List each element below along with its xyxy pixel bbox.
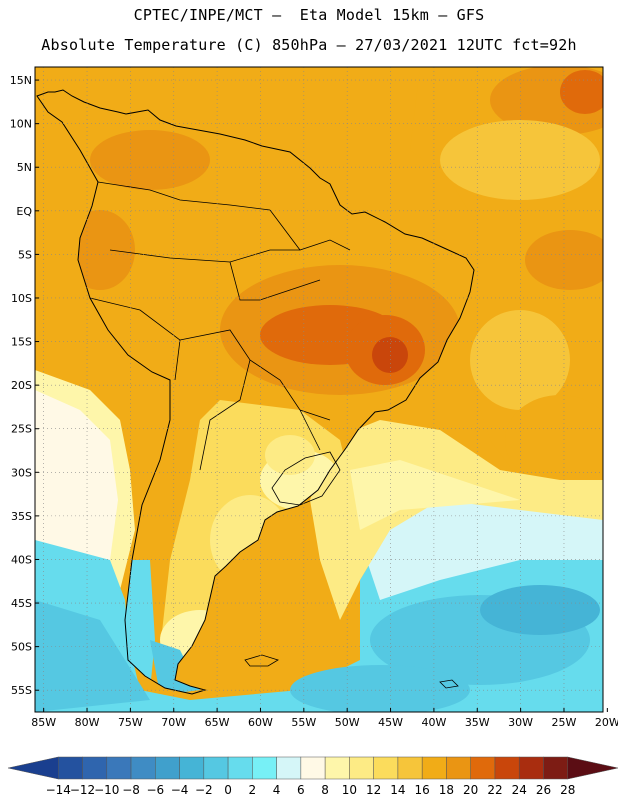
colorbar-segment [82,756,108,780]
colorbar-tick-label: 12 [366,783,381,797]
colorbar-tick-label: −4 [171,783,189,797]
lat-tick-label: 10N [10,118,32,131]
colorbar-segment [518,756,544,780]
lat-tick-label: 50S [11,641,32,654]
map-frame [34,66,604,713]
lon-tick-label: 55W [291,716,316,729]
lat-tick-label: 15N [10,74,32,87]
colorbar-segment [421,756,447,780]
lat-tick-label: 40S [11,553,32,566]
lon-tick-label: 20W [595,716,618,729]
colorbar-segment [106,756,132,780]
graticule-lines [35,67,603,712]
lon-tick-label: 25W [552,716,577,729]
colorbar-tick-label: 8 [321,783,329,797]
colorbar-segment [7,756,59,780]
colorbar-tick-label: −12 [70,783,95,797]
colorbar-segment [446,756,471,780]
colorbar-segment [203,756,229,780]
lat-tick-label: 15S [11,336,32,349]
lon-tick-label: 60W [248,716,273,729]
colorbar-tick-label: −14 [46,783,71,797]
colorbar-segment [494,756,520,780]
map-title-line2: Absolute Temperature (C) 850hPa – 27/03/… [41,36,577,54]
colorbar-segment [227,756,253,780]
colorbar-tick-label: −6 [146,783,164,797]
colorbar-tick-label: 14 [390,783,405,797]
map-title-line1: CPTEC/INPE/MCT – Eta Model 15km – GFS [133,6,485,24]
lat-tick-label: 20S [11,379,32,392]
lon-tick-label: 85W [31,716,56,729]
colorbar-tick-label: 10 [342,783,357,797]
colorbar-segment [397,756,423,780]
colorbar-segment [349,756,374,780]
temperature-field [35,67,603,712]
lon-tick-label: 75W [118,716,143,729]
colorbar-tick-label: 20 [463,783,478,797]
colorbar-segment [155,756,180,780]
colorbar-segment [179,756,205,780]
colorbar-tick-label: 2 [249,783,257,797]
colorbar-segment [58,756,83,780]
colorbar-tick-label: 4 [273,783,281,797]
lat-tick-label: 55S [11,684,32,697]
colorbar-segment [324,756,350,780]
colorbar-tick-label: 18 [439,783,454,797]
colorbar-segment [373,756,399,780]
colorbar-tick-label: −2 [195,783,213,797]
lat-tick-label: 30S [11,466,32,479]
lat-tick-label: 5N [17,161,32,174]
colorbar-segment [567,756,618,780]
lon-tick-label: 40W [421,716,446,729]
lat-tick-label: EQ [16,205,32,218]
lon-tick-label: 30W [508,716,533,729]
lat-tick-label: 10S [11,292,32,305]
lat-tick-label: 5S [18,248,32,261]
colorbar-segment [252,756,277,780]
colorbar-segment [470,756,496,780]
lon-tick-label: 35W [465,716,490,729]
colorbar-tick-label: 22 [487,783,502,797]
lon-tick-label: 80W [75,716,100,729]
lon-tick-label: 45W [378,716,403,729]
lon-tick-label: 50W [335,716,360,729]
lat-tick-label: 35S [11,510,32,523]
lon-tick-label: 70W [161,716,186,729]
colorbar-tick-label: 6 [297,783,305,797]
colorbar-segment [543,756,568,780]
colorbar-tick-label: −8 [122,783,140,797]
colorbar-tick-label: 24 [512,783,527,797]
colorbar-tick-label: 26 [536,783,551,797]
colorbar-tick-label: −10 [94,783,119,797]
lat-tick-label: 25S [11,423,32,436]
colorbar-tick-label: 0 [224,783,232,797]
lon-tick-label: 65W [205,716,230,729]
color-legend: −14−12−10 −8 −6 −4 −2 0 2 4 6 8 10 12 14 16 18 20 22 24 26… [7,756,618,797]
colorbar-segment [130,756,156,780]
colorbar-segment [276,756,302,780]
lat-tick-label: 45S [11,597,32,610]
colorbar-tick-label: 16 [415,783,430,797]
colorbar-segment [300,756,326,780]
axis-ticks: 15N 10N 5N EQ 5S 10S 15S 20S 25S 30S 35S 40S 45S 50S 5… [10,74,618,729]
colorbar-tick-label: 28 [560,783,575,797]
